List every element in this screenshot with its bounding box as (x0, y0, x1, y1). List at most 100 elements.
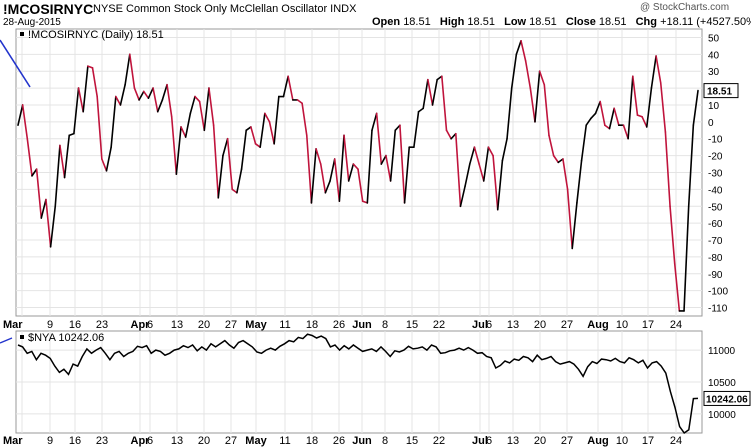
oscillator-line-segment (82, 65, 89, 113)
oscillator-x-tick-label: 23 (96, 319, 108, 331)
oscillator-line-segment (608, 107, 615, 130)
close-value: 18.51 (598, 16, 627, 28)
oscillator-line-segment (580, 124, 588, 162)
oscillator-line-segment (389, 129, 397, 182)
oscillator-x-tick-label: 20 (534, 319, 546, 331)
oscillator-line-segment (208, 87, 215, 127)
oscillator-line-segment (501, 137, 508, 162)
nya-x-tick-label: Jun (352, 435, 372, 447)
oscillator-y-tick-label: -10 (708, 135, 723, 146)
oscillator-line-segment (669, 205, 676, 265)
oscillator-y-tick-label: 50 (708, 33, 720, 44)
oscillator-line-segment (413, 110, 420, 148)
oscillator-line-segment (436, 75, 443, 81)
nya-x-tick-label: May (245, 435, 267, 447)
oscillator-line-segment (548, 134, 555, 157)
oscillator-x-tick-label: Mar (3, 319, 23, 331)
nya-x-tick-label: 18 (306, 435, 318, 447)
nya-x-tick-label: 9 (47, 435, 53, 447)
oscillator-line-segment (534, 70, 541, 123)
oscillator-x-tick-label: 24 (670, 319, 682, 331)
nya-x-tick-label: 16 (69, 435, 81, 447)
oscillator-x-tick-label: Jul (472, 319, 488, 331)
oscillator-line-segment (273, 95, 280, 145)
nya-x-tick-label: 13 (171, 435, 183, 447)
oscillator-line-segment (170, 115, 178, 175)
oscillator-line-segment (282, 75, 289, 98)
oscillator-line-segment (231, 188, 238, 194)
oscillator-line-segment (604, 124, 611, 130)
nya-x-tick-label: 11 (279, 435, 290, 447)
nya-x-tick-label: 13 (507, 435, 519, 447)
oscillator-x-tick-label: 13 (507, 319, 519, 331)
oscillator-y-tick-label: -50 (708, 202, 723, 213)
oscillator-line-segment (431, 78, 438, 106)
oscillator-line-segment (54, 144, 61, 208)
oscillator-line-segment (557, 158, 564, 164)
nya-legend-swatch (20, 335, 24, 339)
ohlc-readout: Open 18.51 High 18.51 Low 18.51 Close 18… (372, 16, 751, 28)
oscillator-line-segment (115, 95, 122, 106)
oscillator-line-segment (87, 65, 94, 69)
oscillator-line-segment (49, 205, 57, 248)
oscillator-line-segment (226, 137, 234, 191)
oscillator-line-segment (128, 53, 136, 89)
oscillator-line-segment (96, 95, 103, 160)
oscillator-x-tick-label: 22 (433, 319, 445, 331)
oscillator-line-segment (473, 146, 480, 165)
oscillator-x-tick-label: 13 (171, 319, 183, 331)
oscillator-line-segment (687, 124, 695, 208)
nya-legend: $NYA 10242.06 (28, 332, 104, 344)
oscillator-line-segment (333, 158, 341, 202)
oscillator-line-segment (31, 168, 38, 177)
oscillator-line-segment (492, 154, 499, 211)
nya-y-tick-label: 10500 (708, 378, 736, 389)
oscillator-line-segment (124, 53, 131, 86)
oscillator-line-segment (296, 99, 303, 105)
oscillator-line-segment (250, 126, 257, 145)
nya-x-tick-label: Mar (3, 435, 23, 447)
oscillator-y-tick-label: -40 (708, 185, 723, 196)
nya-price-line (17, 333, 699, 435)
nya-x-tick-label: 15 (406, 435, 418, 447)
oscillator-line-segment (180, 126, 187, 138)
oscillator-y-tick-label: -20 (708, 152, 723, 163)
oscillator-line-segment (17, 104, 24, 127)
oscillator-line-segment (464, 163, 471, 187)
oscillator-line-segment (259, 112, 266, 148)
nya-x-tick-label: 17 (642, 435, 654, 447)
nya-y-tick-label: 11000 (708, 346, 736, 357)
oscillator-line-segment (26, 137, 33, 177)
oscillator-line-segment (240, 129, 248, 170)
oscillator-line-segment (287, 75, 294, 101)
oscillator-line-segment (73, 87, 80, 135)
oscillator-line-segment (673, 262, 681, 312)
symbol-title: !MCOSIRNYC (3, 1, 94, 17)
oscillator-line-segment (77, 87, 85, 113)
oscillator-line-segment (506, 87, 513, 140)
oscillator-y-tick-label: 30 (708, 67, 720, 78)
oscillator-line-segment (692, 89, 699, 127)
oscillator-line-segment (631, 75, 639, 116)
oscillator-x-tick-label: 20 (198, 319, 210, 331)
oscillator-x-tick-label: 15 (406, 319, 418, 331)
oscillator-line-segment (35, 168, 43, 219)
oscillator-line-segment (627, 75, 634, 140)
nya-x-tick-label: Jul (472, 435, 488, 447)
oscillator-line-segment (417, 107, 425, 113)
nya-x-tick-label: 20 (198, 435, 210, 447)
oscillator-line-segment (352, 163, 359, 170)
oscillator-line-segment (566, 188, 574, 250)
oscillator-line-segment (63, 134, 71, 179)
oscillator-line-segment (422, 78, 429, 110)
oscillator-line-segment (264, 112, 271, 123)
oscillator-line-segment (133, 87, 140, 101)
nya-x-tick-label: 20 (534, 435, 546, 447)
oscillator-line-segment (268, 121, 275, 145)
oscillator-line-segment (538, 70, 546, 86)
oscillator-line-segment (450, 132, 457, 140)
oscillator-y-tick-label: -90 (708, 270, 723, 281)
nya-x-tick-label: 22 (433, 435, 445, 447)
oscillator-line-segment (347, 163, 355, 182)
nya-x-tick-label: 24 (670, 435, 682, 447)
